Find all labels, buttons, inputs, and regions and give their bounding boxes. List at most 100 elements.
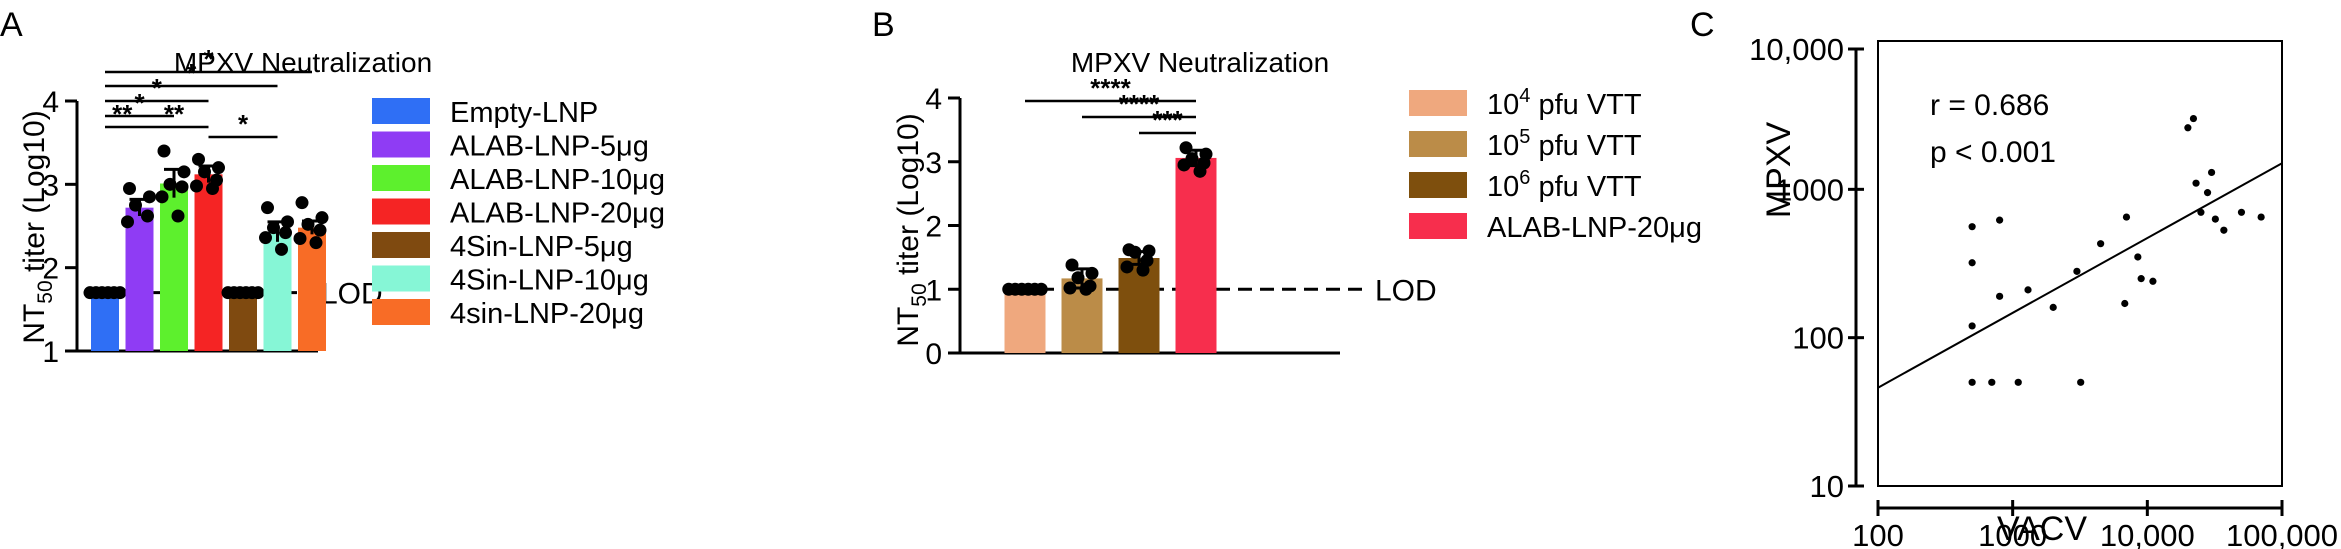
data-point xyxy=(2237,208,2246,216)
legend-label: ALAB-LNP-5μg xyxy=(450,131,649,163)
data-point xyxy=(2184,124,2192,132)
y-tick-label: 1000 xyxy=(1775,172,1844,207)
data-point xyxy=(163,177,177,191)
data-point xyxy=(279,226,292,240)
data-point xyxy=(1177,158,1191,172)
data-point xyxy=(129,198,142,212)
data-point xyxy=(2189,114,2198,123)
panel-label-a: A xyxy=(0,6,23,44)
y-tick-label: 0 xyxy=(925,338,942,371)
data-point xyxy=(2257,213,2265,221)
legend-label: 105 pfu VTT xyxy=(1487,126,1642,162)
legend-swatch xyxy=(372,131,430,158)
x-tick-label: 100,000 xyxy=(2226,518,2338,549)
chart-a-legend: Empty-LNPALAB-LNP-5μgALAB-LNP-10μgALAB-L… xyxy=(372,97,665,330)
significance-label: **** xyxy=(1090,73,1131,103)
data-point xyxy=(1063,281,1077,295)
legend-label: ALAB-LNP-20μg xyxy=(450,198,665,230)
legend-swatch xyxy=(372,198,430,225)
data-point xyxy=(2134,253,2142,261)
data-point xyxy=(2121,299,2129,308)
y-tick-label: 10,000 xyxy=(1749,32,1844,67)
legend-label: Empty-LNP xyxy=(450,97,598,129)
bar xyxy=(298,227,326,351)
panel-c: C MPXV VACV r = 0.686 p < 0.001 100 1000 1… xyxy=(1690,6,2338,549)
data-point xyxy=(2024,286,2032,294)
bar xyxy=(1175,157,1217,353)
regression-line xyxy=(1877,162,2283,389)
y-tick-label: 1 xyxy=(925,274,942,307)
legend-label: 4Sin-LNP-10μg xyxy=(450,265,649,297)
data-point xyxy=(192,152,205,166)
chart-a-significance: ****** ** * xyxy=(105,44,312,139)
data-point xyxy=(141,209,154,223)
data-point xyxy=(1136,263,1150,277)
chart-c-xlabel: VACV xyxy=(1997,510,2087,548)
data-point xyxy=(1996,216,2004,224)
legend-label: 106 pfu VTT xyxy=(1487,167,1642,203)
data-point xyxy=(1968,322,1976,330)
data-point xyxy=(313,223,327,237)
y-tick-label: 3 xyxy=(42,169,59,202)
panel-b: B MPXV Neutralization NT50 titer (Log10)… xyxy=(872,6,1702,371)
chart-b-bars xyxy=(1002,141,1217,353)
data-point xyxy=(315,211,329,225)
significance-label: ** xyxy=(112,99,133,129)
data-point xyxy=(309,236,323,250)
chart-c-annotation-r: r = 0.686 xyxy=(1930,89,2049,122)
legend-swatch xyxy=(1409,90,1467,116)
chart-a-bars xyxy=(83,144,329,351)
data-point xyxy=(301,217,315,231)
chart-b-legend: 104 pfu VTT 105 pfu VTT 106 pfu VTT ALAB-LN… xyxy=(1409,85,1702,244)
bar xyxy=(160,183,188,351)
bar xyxy=(194,174,223,351)
lod-label: LOD xyxy=(1375,274,1437,307)
chart-c-annotation-p: p < 0.001 xyxy=(1930,136,2056,169)
data-point xyxy=(1968,223,1976,231)
data-point xyxy=(1128,245,1142,259)
y-tick-label: 10 xyxy=(1810,469,1844,504)
legend-swatch xyxy=(372,265,430,292)
data-point xyxy=(2197,208,2205,216)
legend-swatch xyxy=(372,299,430,325)
bar xyxy=(1004,289,1046,353)
chart-b-title: MPXV Neutralization xyxy=(1071,47,1329,78)
data-point xyxy=(177,165,191,179)
legend-swatch xyxy=(372,98,430,124)
data-point xyxy=(190,179,203,193)
data-point xyxy=(293,232,307,245)
data-point xyxy=(261,201,274,215)
y-tick-label: 1 xyxy=(42,336,59,369)
data-point xyxy=(2073,267,2081,275)
legend-swatch xyxy=(372,232,430,258)
data-point xyxy=(1179,141,1193,155)
data-point xyxy=(2077,378,2085,386)
legend-label: ALAB-LNP-10μg xyxy=(450,164,665,196)
data-point xyxy=(295,196,309,210)
data-point xyxy=(113,286,127,300)
data-point xyxy=(1988,378,1996,386)
significance-label: * xyxy=(186,58,197,88)
data-point xyxy=(175,180,189,194)
data-point xyxy=(2137,275,2145,283)
significance-label: * xyxy=(203,44,214,74)
legend-label: 4sin-LNP-20μg xyxy=(450,298,644,330)
x-tick-label: 10,000 xyxy=(2100,518,2195,549)
significance-label: ** xyxy=(164,99,185,129)
chart-a-ylabel: NT50 titer (Log10) xyxy=(18,110,57,343)
y-tick-label: 2 xyxy=(42,253,59,286)
plot-frame xyxy=(1877,40,2283,487)
panel-label-c: C xyxy=(1690,6,1715,44)
legend-label: ALAB-LNP-20μg xyxy=(1487,212,1702,244)
bar xyxy=(125,207,154,351)
data-point xyxy=(1079,282,1093,296)
data-point xyxy=(1996,292,2004,300)
data-point xyxy=(2049,303,2057,311)
data-point xyxy=(1071,271,1085,285)
chart-b-significance: *********** xyxy=(1025,73,1196,135)
data-point xyxy=(2203,189,2212,197)
data-point xyxy=(2149,277,2157,285)
significance-label: *** xyxy=(1152,105,1183,135)
data-point xyxy=(1034,282,1048,296)
